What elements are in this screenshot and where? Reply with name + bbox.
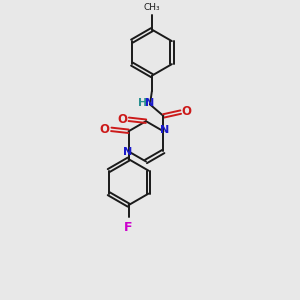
Text: N: N	[145, 98, 154, 109]
Text: CH₃: CH₃	[144, 3, 160, 12]
Text: O: O	[100, 123, 110, 136]
Text: O: O	[182, 105, 191, 118]
Text: F: F	[124, 221, 133, 234]
Text: O: O	[117, 113, 127, 126]
Text: H: H	[138, 98, 147, 109]
Text: N: N	[123, 147, 132, 158]
Text: N: N	[160, 125, 169, 135]
